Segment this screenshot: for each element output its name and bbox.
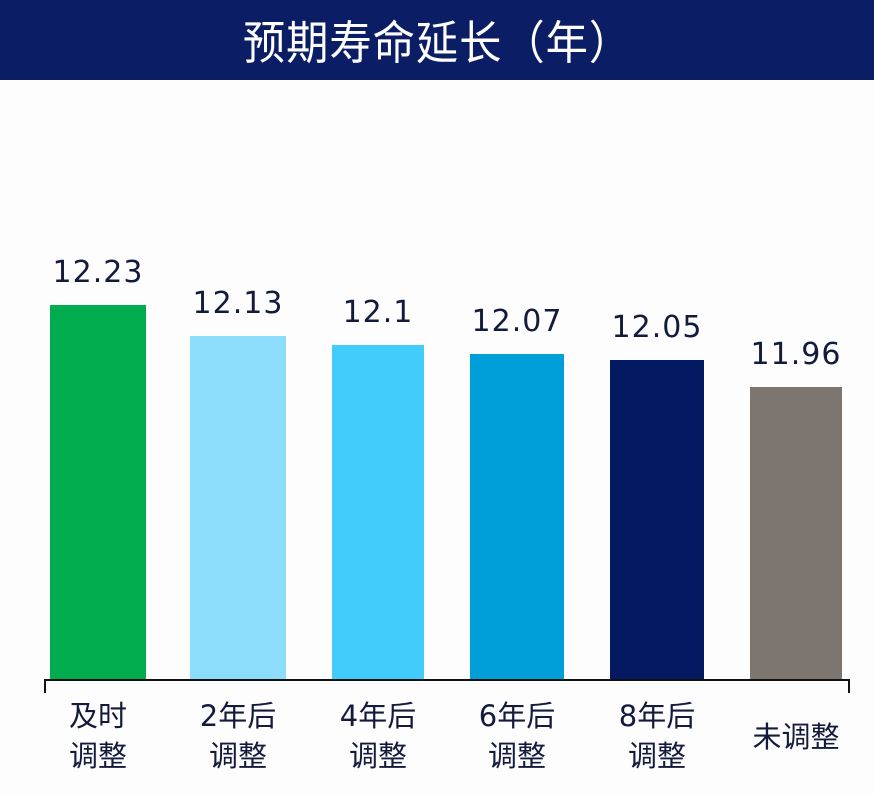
bar-value-label: 12.23 — [52, 255, 144, 290]
bar — [190, 336, 286, 679]
x-axis-left-tick — [44, 679, 46, 693]
category-label: 4年后调整 — [308, 696, 448, 776]
bar-value-label: 11.96 — [750, 337, 842, 372]
category-label-line: 6年后 — [478, 699, 556, 733]
chart-title: 预期寿命延长（年） — [242, 16, 632, 70]
category-label-line: 未调整 — [752, 720, 840, 754]
category-label: 及时 调整 — [28, 696, 168, 776]
bar — [332, 345, 424, 679]
chart-title-bar: 预期寿命延长（年） — [0, 0, 874, 80]
category-label: 2年后调整 — [168, 696, 308, 776]
x-axis-right-tick — [848, 679, 850, 693]
category-label-line: 8年后 — [618, 699, 696, 733]
x-axis-line — [44, 679, 850, 681]
category-label-line: 调整 — [348, 739, 407, 773]
bar-value-label: 12.1 — [342, 295, 414, 330]
bar — [470, 354, 564, 679]
category-label-line: 及时 — [68, 699, 127, 733]
bar — [750, 387, 842, 679]
category-label-line: 调整 — [68, 739, 127, 773]
bar — [610, 360, 704, 679]
bar-value-label: 12.05 — [611, 310, 703, 345]
bar-value-label: 12.07 — [471, 304, 563, 339]
category-label-line: 4年后 — [339, 699, 417, 733]
bar — [50, 305, 146, 679]
category-label: 6年后调整 — [447, 696, 587, 776]
category-label-line: 调整 — [487, 739, 546, 773]
category-label: 未调整 — [726, 717, 866, 757]
category-label: 8年后调整 — [587, 696, 727, 776]
category-label-line: 调整 — [627, 739, 686, 773]
bar-value-label: 12.13 — [192, 286, 284, 321]
bar-chart-plot: 12.23 及时调整 12.13 2年后调整 12.1 4年后调整 12.07 6年后调整 12… — [0, 80, 874, 794]
category-label-line: 调整 — [208, 739, 267, 773]
category-label-line: 2年后 — [199, 699, 277, 733]
